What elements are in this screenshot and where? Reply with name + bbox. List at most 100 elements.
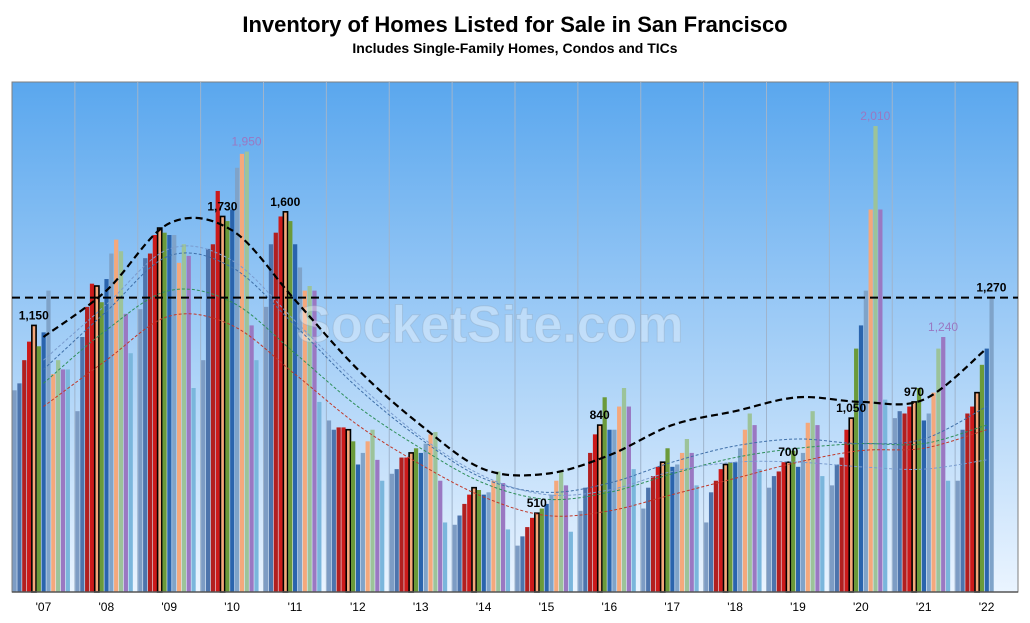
bar-16-m11	[626, 406, 631, 592]
bar-16-m9	[617, 406, 622, 592]
x-tick-label: '16	[601, 600, 617, 614]
bar-11-m12	[317, 401, 322, 592]
bar-08-m3	[85, 306, 90, 592]
bar-07-m8	[46, 290, 51, 592]
bar-10-m10	[244, 151, 249, 592]
bar-21-m7	[921, 420, 927, 592]
bar-15-m8	[549, 494, 554, 592]
trend-line-t4	[43, 245, 987, 496]
bar-17-m9	[679, 452, 685, 592]
bar-10-m2	[205, 248, 211, 592]
bar-11-m7	[293, 244, 298, 593]
bar-16-m3	[588, 452, 593, 592]
bar-08-m4	[89, 283, 95, 592]
trend-line-t1	[43, 313, 987, 517]
bar-19-m7	[796, 466, 801, 592]
data-label-20: 2,010	[860, 109, 890, 123]
bar-14-m1	[452, 524, 457, 592]
bar-12-m3	[336, 427, 341, 592]
bar-10-m7	[230, 209, 235, 592]
bar-16-m2	[583, 487, 588, 592]
bar-08-m7	[104, 279, 109, 592]
bar-09-m2	[143, 258, 148, 592]
x-axis-ticks: '07 '08 '09 '10 '11 '12 '13 '14 '15 '16 '17 '18 '19 '…	[36, 600, 995, 614]
bar-09-m4	[152, 235, 157, 592]
bar-15-m7	[544, 503, 549, 592]
bar-09-m10	[181, 244, 187, 593]
bar-14-m2	[457, 515, 462, 592]
bar-07-m4	[27, 341, 32, 592]
bar-12-m5	[345, 428, 352, 593]
bar-17-m5	[659, 461, 666, 593]
bar-13-m10	[433, 432, 438, 592]
bar-07-m2	[17, 383, 22, 592]
bar-09-m11	[186, 255, 191, 592]
bar-22-m8	[989, 297, 994, 592]
bar-12-m12	[380, 480, 385, 592]
bar-18-m2	[708, 492, 714, 592]
data-label-20: 1,050	[836, 401, 866, 415]
bar-21-m9	[931, 392, 936, 592]
bar-21-m1	[892, 418, 897, 592]
bar-10-m11	[249, 325, 254, 592]
bar-14-m4	[467, 494, 472, 592]
bar-21-m10	[936, 348, 941, 592]
bar-19-m12	[820, 476, 825, 592]
bar-18-m11	[752, 425, 757, 592]
bar-10-m1	[201, 360, 206, 592]
bar-14-m12	[505, 529, 511, 592]
bar-11-m11	[312, 290, 317, 592]
bar-14-m3	[462, 503, 467, 592]
bar-19-m5	[785, 461, 792, 593]
data-label-11: 1,600	[270, 195, 300, 209]
bar-08-m1	[75, 411, 80, 592]
watermark: SocketSite.com	[296, 296, 683, 354]
bar-18-m7	[733, 462, 738, 592]
bar-13-m12	[442, 522, 448, 592]
bar-16-m5	[596, 424, 603, 593]
bar-07-m3	[22, 360, 27, 592]
x-tick-label: '10	[224, 600, 240, 614]
bar-21-m3	[902, 413, 907, 592]
bar-22-m3	[965, 413, 970, 592]
bar-14-m9	[491, 480, 496, 592]
x-tick-label: '15	[539, 600, 555, 614]
bar-18-m5	[722, 463, 729, 593]
bar-19-m1	[767, 487, 772, 592]
x-tick-label: '21	[916, 600, 932, 614]
bar-18-m9	[742, 429, 748, 592]
bar-17-m8	[675, 464, 680, 592]
bar-09-m1	[138, 309, 143, 592]
bar-11-m9	[302, 290, 307, 592]
bar-22-m2	[960, 429, 965, 592]
bar-17-m4	[655, 466, 660, 592]
x-tick-label: '20	[853, 600, 869, 614]
bar-13-m7	[418, 452, 424, 592]
x-tick-label: '22	[979, 600, 995, 614]
bar-21-m12	[945, 480, 951, 592]
trend-line-t2	[43, 288, 987, 501]
bar-15-m1	[515, 545, 520, 592]
bar-18-m3	[713, 480, 719, 592]
bar-21-m2	[897, 411, 902, 592]
bar-18-m8	[737, 448, 743, 592]
bar-16-m10	[621, 388, 627, 592]
bar-20-m11	[878, 209, 883, 592]
bar-13-m9	[428, 434, 433, 592]
bar-22-m4	[970, 406, 975, 592]
bars	[12, 126, 994, 593]
bar-08-m6	[99, 302, 104, 592]
bar-07-m12	[65, 369, 70, 592]
bar-13-m11	[438, 480, 443, 592]
bar-22-m7	[984, 348, 989, 592]
bar-08-m2	[80, 337, 85, 592]
bar-13-m6	[413, 448, 419, 592]
bar-10-m5	[219, 215, 226, 593]
bar-11-m8	[297, 267, 303, 592]
bar-11-m4	[278, 216, 283, 593]
data-labels: 1,150 1,730 1,950 1,600 510 840 700 1,050 2,010 9…	[19, 109, 1007, 510]
x-tick-label: '19	[790, 600, 806, 614]
bar-08-m8	[109, 253, 114, 592]
bar-15-m12	[568, 531, 573, 592]
bar-17-m3	[650, 476, 656, 592]
